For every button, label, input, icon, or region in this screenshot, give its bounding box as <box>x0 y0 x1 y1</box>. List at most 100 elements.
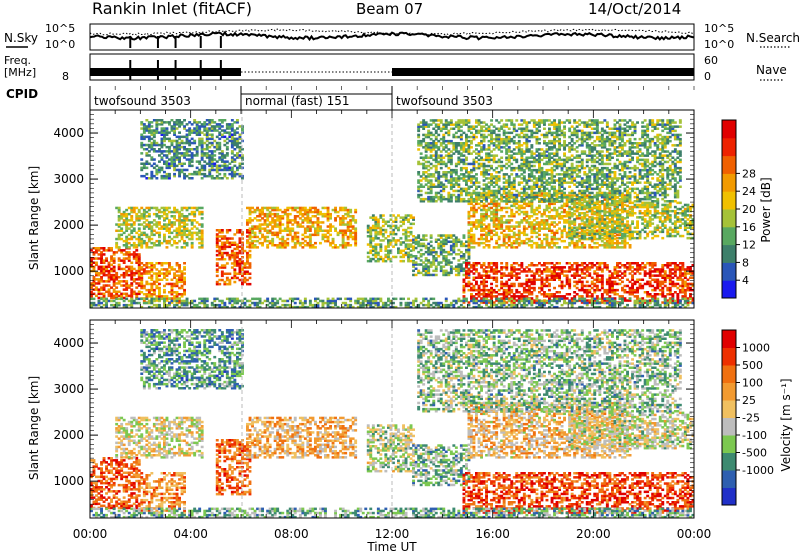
power-cell <box>112 278 116 281</box>
power-cell <box>522 217 526 220</box>
power-cell <box>125 219 129 222</box>
power-cell <box>646 291 650 294</box>
power-cell <box>130 299 134 303</box>
power-cell <box>296 221 300 224</box>
power-cell <box>535 244 539 247</box>
power-cell <box>532 272 536 275</box>
power-cell <box>155 221 159 224</box>
power-cell <box>646 224 650 227</box>
power-cell <box>442 255 446 258</box>
power-cell <box>583 268 587 271</box>
power-cell <box>258 219 262 222</box>
power-cell <box>429 303 433 307</box>
power-cell <box>497 299 501 303</box>
power-cell <box>152 206 156 210</box>
power-cell <box>686 207 690 211</box>
power-cell <box>621 228 624 232</box>
power-cell <box>548 241 551 245</box>
power-cell <box>487 305 491 309</box>
power-cell <box>588 232 592 236</box>
power-cell <box>641 297 645 300</box>
power-cell <box>485 266 488 269</box>
power-cell <box>621 276 624 279</box>
power-cell <box>558 192 561 195</box>
power-cell <box>444 261 448 264</box>
power-cell <box>530 215 534 218</box>
power-cell <box>573 218 577 221</box>
power-cell <box>583 246 587 249</box>
power-cell <box>603 214 607 217</box>
power-cell <box>276 217 280 220</box>
power-cell <box>424 246 428 250</box>
power-cell <box>147 301 151 305</box>
power-cell <box>140 231 144 235</box>
power-cell <box>170 231 174 235</box>
power-cell <box>117 217 121 220</box>
power-cell <box>198 301 202 305</box>
power-cell <box>387 303 390 307</box>
power-cell <box>112 259 116 262</box>
power-cell <box>590 280 594 284</box>
power-cell <box>691 218 695 221</box>
power-cell <box>168 210 171 214</box>
power-cell <box>238 272 242 275</box>
power-cell <box>281 237 285 241</box>
power-cell <box>100 278 103 281</box>
power-cell <box>178 227 181 230</box>
power-cell <box>520 270 524 273</box>
power-cell <box>611 214 614 217</box>
power-cell <box>266 225 270 228</box>
power-cell <box>598 274 602 277</box>
power-cell <box>225 229 229 232</box>
power-cell <box>122 253 126 256</box>
power-cell <box>155 299 159 302</box>
power-cell <box>530 225 534 228</box>
power-cell <box>651 284 655 288</box>
power-cell <box>298 299 302 303</box>
power-cell <box>102 259 106 262</box>
power-cell <box>603 229 607 232</box>
power-cell <box>414 257 418 260</box>
power-cell <box>492 303 496 307</box>
power-cell <box>611 203 614 207</box>
power-cell <box>387 241 390 244</box>
power-cell <box>457 263 461 266</box>
power-cell <box>467 257 471 260</box>
power-cell <box>387 257 390 261</box>
power-cell <box>95 294 98 298</box>
power-cell <box>616 220 619 223</box>
power-cell <box>507 229 511 232</box>
power-cell <box>251 231 254 235</box>
power-cell <box>522 229 526 232</box>
power-cell <box>550 237 554 241</box>
power-cell <box>170 237 174 241</box>
power-cell <box>92 276 96 279</box>
power-cell <box>520 241 524 245</box>
power-cell <box>319 225 322 228</box>
power-cell <box>137 223 141 226</box>
power-cell <box>223 235 227 238</box>
power-cell <box>223 237 227 240</box>
power-cell <box>656 228 660 232</box>
power-cell <box>580 231 584 235</box>
power-cell <box>449 271 453 275</box>
power-cell <box>532 208 536 212</box>
power-cell <box>510 244 514 247</box>
power-cell <box>432 301 436 305</box>
power-cell <box>407 305 410 309</box>
power-cell <box>487 227 491 230</box>
power-cell <box>253 244 257 247</box>
power-cell <box>137 282 141 285</box>
power-cell <box>92 257 96 260</box>
power-cell <box>248 221 252 224</box>
power-cell <box>145 223 149 226</box>
power-cell <box>293 231 297 235</box>
power-cell <box>616 192 619 195</box>
power-cell <box>105 257 108 260</box>
power-cell <box>517 225 521 228</box>
power-cell <box>673 262 677 265</box>
power-cell <box>125 215 129 218</box>
power-cell <box>568 266 572 269</box>
power-cell <box>394 297 398 301</box>
power-cell <box>132 267 136 271</box>
